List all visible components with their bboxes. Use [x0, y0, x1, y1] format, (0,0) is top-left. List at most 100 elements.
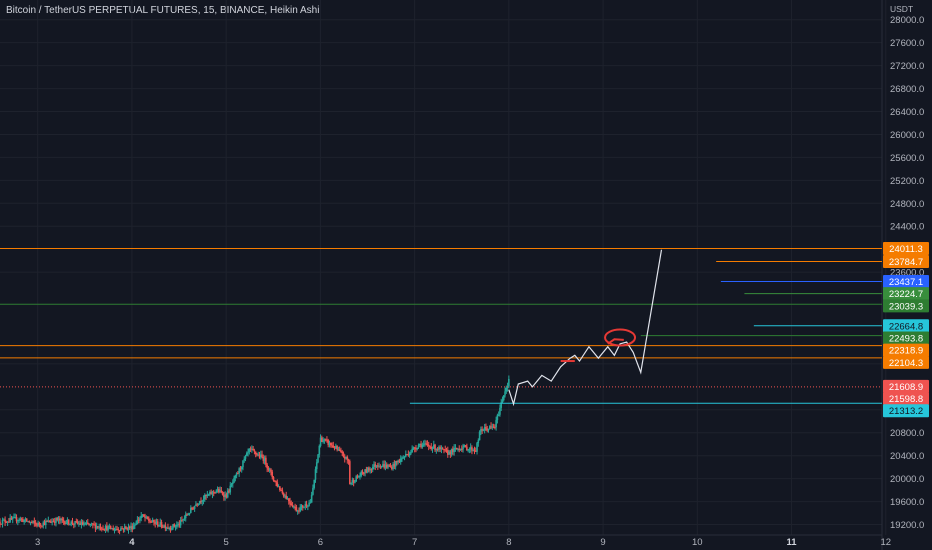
candle-body	[369, 468, 371, 471]
candle-body	[403, 456, 406, 458]
candle-body	[313, 479, 316, 488]
candle-body	[211, 491, 214, 495]
price-tick-label: 27200.0	[890, 61, 924, 72]
candle-body	[319, 437, 322, 446]
candle-body	[57, 518, 60, 521]
time-tick-label: 6	[318, 537, 323, 548]
price-tick-label: 20400.0	[890, 451, 924, 462]
candle-body	[361, 471, 364, 474]
candle-body	[364, 469, 366, 474]
candle-body	[156, 521, 159, 526]
price-tick-label: 20800.0	[890, 428, 924, 439]
candle-body	[317, 454, 319, 463]
candle-body	[107, 526, 109, 531]
candle-body	[93, 524, 95, 526]
candle-body	[198, 500, 201, 504]
candle-body	[72, 523, 75, 525]
candle-body	[421, 444, 424, 448]
candle-body	[76, 521, 79, 524]
candle-body	[184, 514, 187, 519]
price-level-label-box	[883, 404, 929, 418]
candle-body	[382, 464, 384, 466]
candle-body	[65, 522, 67, 525]
price-tick-label: 26400.0	[890, 107, 924, 118]
candle-body	[338, 449, 341, 452]
price-tick-label: 19200.0	[890, 520, 924, 531]
candle-body	[393, 463, 396, 467]
candle-body	[443, 449, 445, 451]
candle-body	[488, 426, 491, 429]
candle-body	[467, 449, 469, 451]
candle-body	[81, 522, 84, 525]
candle-body	[448, 451, 450, 455]
candle-body	[487, 428, 490, 431]
candle-body	[135, 524, 137, 526]
candle-body	[391, 466, 393, 469]
candle-body	[296, 510, 299, 512]
candle-body	[270, 469, 272, 472]
candle-body	[6, 521, 9, 523]
candle-body	[497, 414, 500, 416]
candle-body	[80, 522, 83, 525]
candle-body	[61, 518, 64, 521]
candle-body	[341, 451, 343, 454]
candle-body	[416, 447, 419, 450]
candle-body	[242, 460, 244, 468]
candle-body	[148, 518, 150, 521]
candle-body	[360, 471, 363, 476]
candle-body	[466, 446, 468, 451]
candle-body	[192, 508, 195, 510]
candle-body	[438, 447, 440, 450]
candle-body	[375, 465, 378, 467]
candle-body	[116, 529, 118, 531]
price-level-label-box	[883, 274, 929, 288]
candle-body	[332, 445, 335, 448]
candle-body	[22, 519, 24, 522]
candle-body	[481, 429, 483, 431]
candle-body	[355, 476, 357, 482]
price-level-label: 23437.1	[889, 277, 923, 288]
candle-body	[162, 526, 164, 528]
candle-body	[206, 494, 209, 497]
candle-body	[219, 490, 221, 493]
candle-body	[249, 448, 252, 450]
candle-body	[92, 523, 94, 525]
price-level-label-box	[883, 379, 929, 393]
price-tick-label: 25600.0	[890, 153, 924, 164]
candle-body	[455, 447, 458, 450]
candle-body	[305, 504, 308, 507]
candle-body	[307, 505, 309, 507]
candle-body	[247, 451, 249, 453]
candle-body	[71, 521, 74, 524]
candle-body	[178, 523, 181, 526]
candle-body	[38, 522, 41, 525]
time-tick-label: 3	[35, 537, 40, 548]
circle-annotation[interactable]	[604, 328, 637, 347]
candle-body	[14, 517, 17, 519]
candle-body	[231, 482, 234, 485]
candle-body	[216, 489, 219, 491]
candle-body	[299, 507, 302, 512]
candle-body	[144, 516, 146, 518]
candle-body	[463, 445, 466, 448]
candle-body	[141, 514, 144, 516]
candle-body	[430, 446, 433, 450]
candle-body	[181, 520, 183, 522]
candle-body	[109, 526, 112, 530]
candle-body	[323, 439, 326, 441]
candle-body	[454, 447, 457, 449]
candle-body	[167, 527, 169, 529]
candle-body	[277, 486, 280, 488]
candle-body	[140, 515, 143, 519]
candle-body	[1, 519, 4, 524]
candle-body	[125, 526, 127, 528]
candle-body	[500, 402, 503, 408]
candle-body	[215, 490, 218, 493]
candle-body	[420, 443, 422, 448]
candle-body	[0, 523, 3, 525]
candle-body	[494, 426, 496, 428]
candle-body	[417, 445, 420, 448]
candle-body	[69, 524, 71, 526]
projection-path[interactable]	[508, 249, 663, 407]
